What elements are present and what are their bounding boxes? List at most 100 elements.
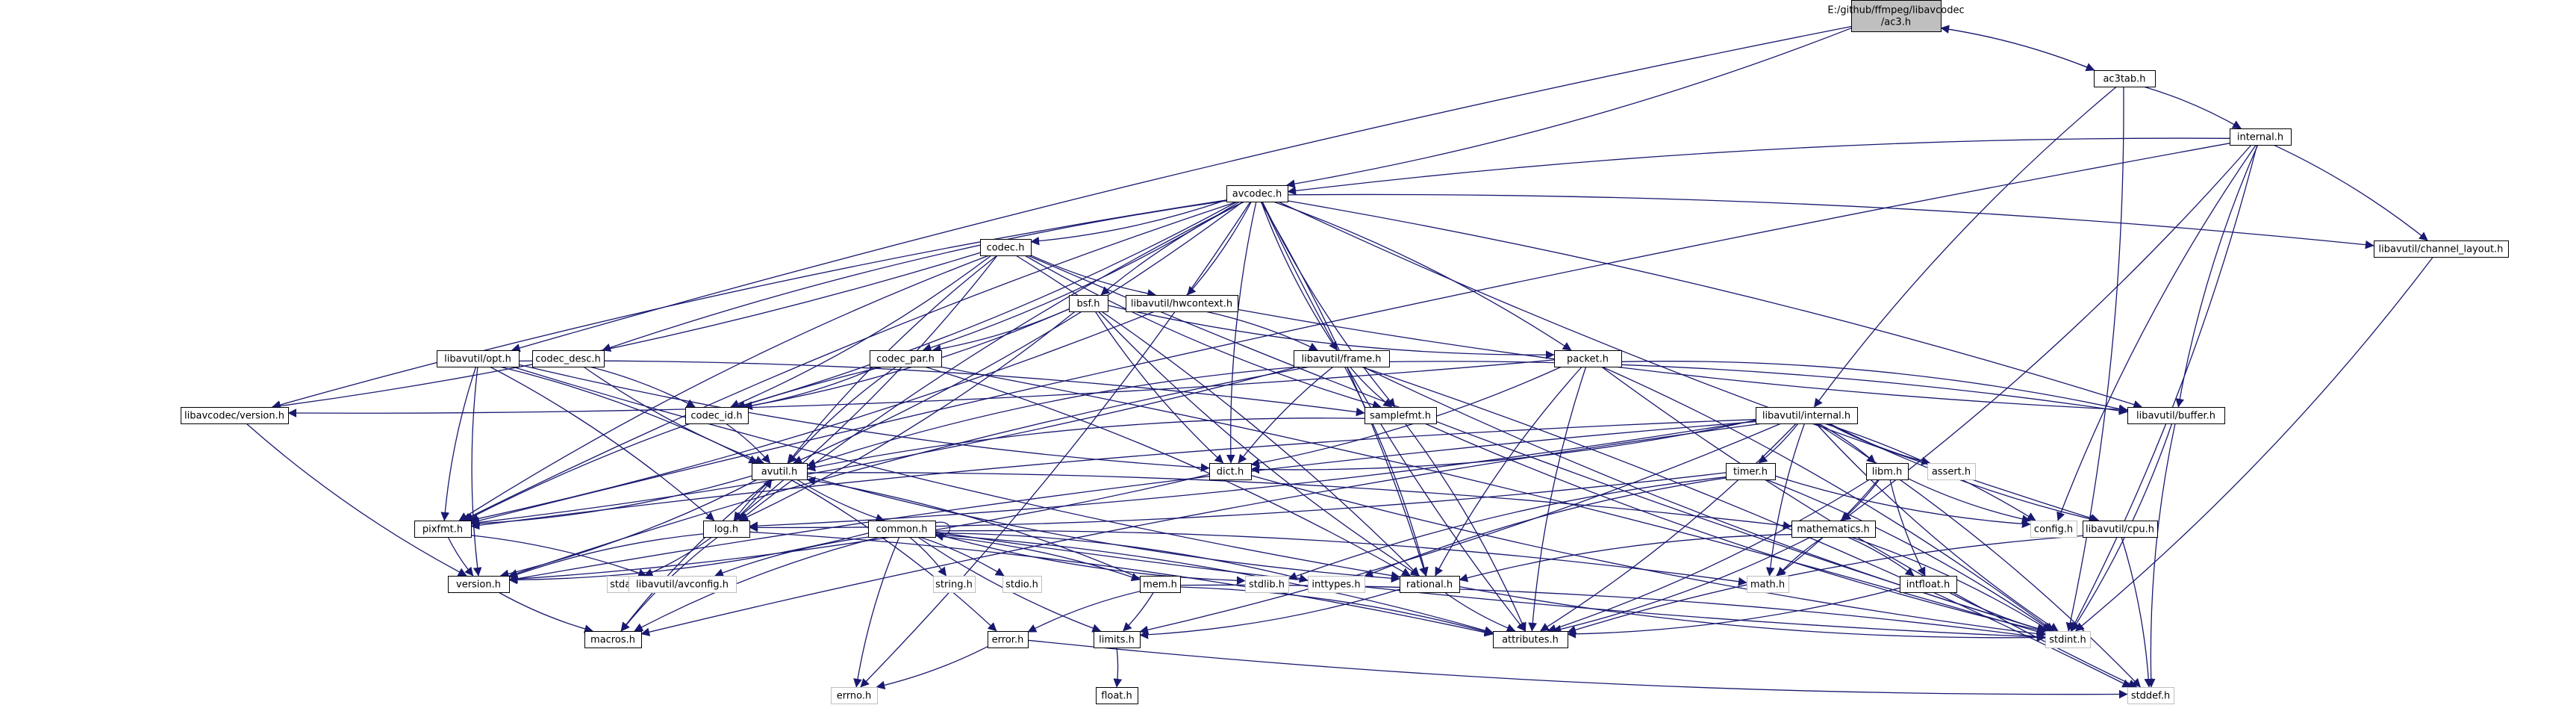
node-label: libavutil/avconfig.h bbox=[636, 580, 729, 591]
node-box bbox=[1294, 350, 1390, 367]
edge-libm-to-attributes bbox=[1547, 479, 1870, 633]
node-macros[interactable]: macros.h bbox=[584, 631, 642, 648]
edge-avcodec-to-buffer bbox=[1287, 200, 2142, 409]
edge-lavuinternal-to-limits bbox=[1139, 423, 1782, 635]
node-version[interactable]: version.h bbox=[448, 576, 510, 593]
node-rational[interactable]: rational.h bbox=[1400, 576, 1460, 593]
node-codec[interactable]: codec.h bbox=[980, 239, 1032, 256]
edge-codecpar-to-stdint bbox=[939, 366, 2046, 636]
node-common[interactable]: common.h bbox=[868, 521, 936, 538]
node-pixfmt[interactable]: pixfmt.h bbox=[414, 521, 472, 538]
node-box bbox=[1900, 576, 1957, 593]
node-avcodec[interactable]: avcodec.h bbox=[1226, 185, 1288, 202]
node-mem[interactable]: mem.h bbox=[1140, 576, 1181, 593]
edge-avcodec-to-codecpar bbox=[922, 201, 1240, 353]
node-log[interactable]: log.h bbox=[703, 521, 750, 538]
node-opt[interactable]: libavutil/opt.h bbox=[437, 350, 520, 367]
node-cpu[interactable]: libavutil/cpu.h bbox=[2083, 521, 2158, 538]
node-timer[interactable]: timer.h bbox=[1726, 463, 1776, 480]
node-label: libavcodec/version.h bbox=[184, 411, 284, 422]
edge-samplefmt-to-attributes bbox=[1404, 423, 1526, 632]
edge-common-to-stdlib bbox=[935, 533, 1246, 586]
node-float[interactable]: float.h bbox=[1096, 687, 1138, 704]
edge-bsf-to-log bbox=[739, 311, 1076, 521]
node-codecid[interactable]: codec_id.h bbox=[685, 407, 749, 424]
node-label: stdlib.h bbox=[1249, 580, 1285, 591]
node-string: string.h bbox=[933, 576, 976, 593]
edge-ac3tab-to-stdint bbox=[2065, 86, 2124, 632]
edge-timer-to-stdlib bbox=[1288, 476, 1727, 580]
edge-root-to-opt bbox=[511, 25, 1852, 353]
edge-lavuinternal-to-log bbox=[749, 420, 1756, 531]
node-box bbox=[414, 521, 472, 538]
edge-avcodec-to-codecdesc bbox=[602, 200, 1227, 352]
edge-mathematics-to-attributes bbox=[1552, 536, 1812, 634]
node-box bbox=[2374, 240, 2509, 258]
node-label: E:/github/ffmpeg/libavcodec bbox=[1827, 5, 1964, 16]
edge-codecdesc-to-avutil bbox=[583, 366, 764, 465]
node-packet[interactable]: packet.h bbox=[1554, 350, 1622, 367]
node-label: ac3tab.h bbox=[2103, 74, 2145, 85]
node-label: mem.h bbox=[1143, 580, 1177, 591]
node-label: rational.h bbox=[1406, 580, 1453, 591]
node-stdint: stdint.h bbox=[2045, 631, 2091, 648]
node-attributes[interactable]: attributes.h bbox=[1493, 631, 1568, 648]
node-dict[interactable]: dict.h bbox=[1209, 463, 1252, 480]
node-label: libavutil/cpu.h bbox=[2086, 524, 2154, 535]
edge-packet-to-stdint bbox=[1601, 366, 2054, 632]
node-label: codec.h bbox=[987, 243, 1025, 254]
node-box bbox=[1851, 0, 1942, 32]
edge-frame-to-stddef bbox=[1361, 366, 2132, 688]
node-chlayout[interactable]: libavutil/channel_layout.h bbox=[2374, 240, 2509, 258]
node-codecdesc[interactable]: codec_desc.h bbox=[532, 350, 605, 367]
edge-avcodec-to-rational bbox=[1260, 201, 1428, 577]
node-intfloat[interactable]: intfloat.h bbox=[1900, 576, 1957, 593]
edge-opt-to-rational bbox=[512, 366, 1400, 580]
edge-common-to-version bbox=[508, 532, 869, 585]
node-lavuinternal[interactable]: libavutil/internal.h bbox=[1756, 407, 1858, 424]
edge-ac3tab-to-lavuinternal bbox=[1813, 86, 2118, 408]
node-error[interactable]: error.h bbox=[988, 631, 1029, 648]
node-avutil[interactable]: avutil.h bbox=[752, 463, 808, 480]
edge-frame-to-buffer bbox=[1388, 361, 2128, 415]
node-box bbox=[685, 407, 749, 424]
node-label: attributes.h bbox=[1502, 635, 1559, 646]
edge-libm-to-mathematics bbox=[1840, 479, 1880, 521]
node-samplefmt[interactable]: samplefmt.h bbox=[1365, 407, 1437, 424]
edge-codec-to-codecid bbox=[730, 255, 992, 408]
node-box bbox=[448, 576, 510, 593]
node-label: avutil.h bbox=[761, 467, 798, 478]
node-libm[interactable]: libm.h bbox=[1866, 463, 1909, 480]
edge-internal-to-buffer bbox=[2175, 144, 2259, 408]
node-box bbox=[2030, 521, 2077, 538]
edge-log-to-avutil bbox=[733, 479, 773, 521]
node-lavcversion[interactable]: libavcodec/version.h bbox=[181, 407, 289, 424]
edge-avutil-to-rational bbox=[806, 475, 1400, 583]
node-frame[interactable]: libavutil/frame.h bbox=[1294, 350, 1390, 367]
node-box bbox=[870, 350, 942, 367]
node-layer: E:/github/ffmpeg/libavcodec/ac3.h ac3tab.… bbox=[181, 0, 2509, 704]
edge-rational-to-limits bbox=[1139, 589, 1400, 639]
node-label: samplefmt.h bbox=[1370, 411, 1431, 422]
edge-opt-to-version bbox=[471, 366, 482, 577]
node-hwcontext[interactable]: libavutil/hwcontext.h bbox=[1126, 295, 1238, 312]
edge-buffer-to-stddef bbox=[2146, 423, 2176, 688]
node-ac3tab[interactable]: ac3tab.h bbox=[2094, 70, 2156, 87]
edge-timer-to-config bbox=[1774, 475, 2031, 529]
node-label: libavutil/channel_layout.h bbox=[2379, 244, 2504, 255]
node-box bbox=[752, 463, 808, 480]
node-label: packet.h bbox=[1567, 354, 1609, 365]
node-codecpar[interactable]: codec_par.h bbox=[870, 350, 942, 367]
node-stdlib: stdlib.h bbox=[1245, 576, 1289, 593]
node-limits[interactable]: limits.h bbox=[1094, 631, 1141, 648]
node-buffer[interactable]: libavutil/buffer.h bbox=[2127, 407, 2225, 424]
node-bsf[interactable]: bsf.h bbox=[1069, 295, 1108, 312]
node-mathematics[interactable]: mathematics.h bbox=[1791, 521, 1876, 538]
edge-codec-to-log bbox=[734, 255, 998, 521]
edge-lavuinternal-to-assert bbox=[1827, 423, 1931, 465]
edge-hwcontext-to-buffer bbox=[1237, 308, 2128, 414]
node-root[interactable]: E:/github/ffmpeg/libavcodec/ac3.h bbox=[1827, 0, 1965, 32]
node-label: intfloat.h bbox=[1906, 580, 1950, 591]
node-internal[interactable]: internal.h bbox=[2230, 128, 2292, 146]
edge-common-to-mem bbox=[935, 535, 1141, 582]
